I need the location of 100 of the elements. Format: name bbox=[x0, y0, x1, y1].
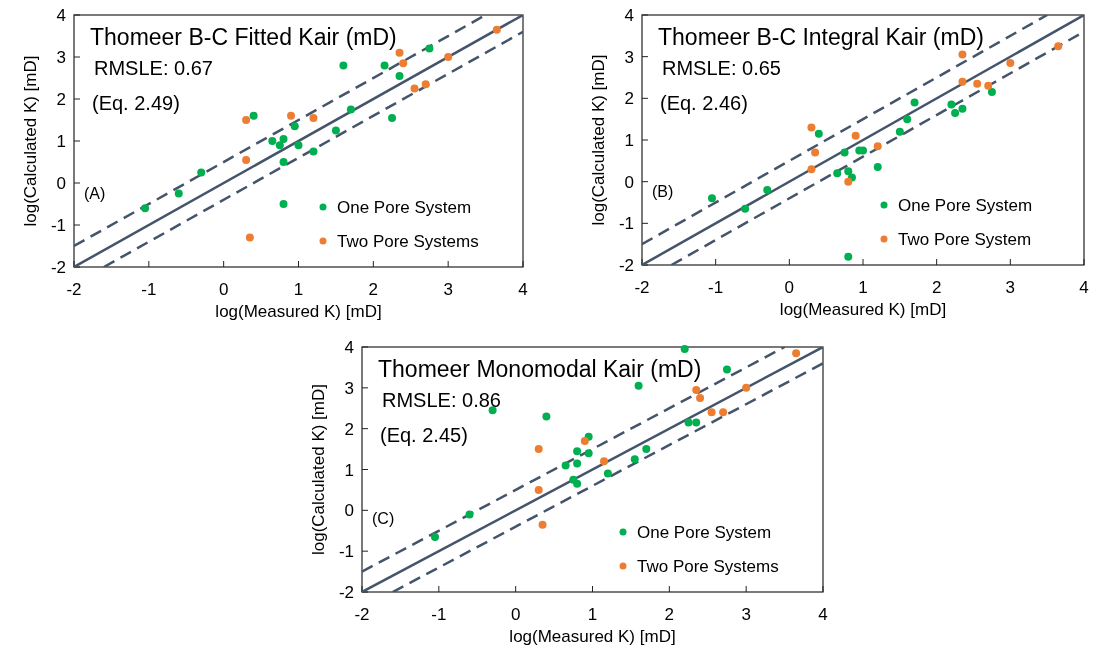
point bbox=[696, 394, 705, 403]
point bbox=[951, 108, 960, 117]
point bbox=[242, 116, 251, 124]
annotation: RMSLE: 0.86 bbox=[382, 389, 501, 411]
point bbox=[873, 163, 882, 172]
point bbox=[573, 447, 582, 456]
y-axis-title: log(Calculated K) [mD] bbox=[589, 54, 608, 226]
point bbox=[742, 383, 751, 392]
y-tick-label: 2 bbox=[56, 90, 66, 109]
point bbox=[684, 418, 693, 427]
point bbox=[380, 61, 389, 70]
point bbox=[492, 25, 501, 34]
point bbox=[692, 418, 701, 427]
point bbox=[174, 189, 183, 198]
y-tick-label: 2 bbox=[344, 419, 354, 439]
x-tick-label: 2 bbox=[664, 605, 675, 624]
point bbox=[141, 204, 150, 213]
legend-label: One Pore System bbox=[898, 196, 1033, 215]
x-tick-label: 4 bbox=[818, 605, 828, 624]
y-tick-label: 1 bbox=[344, 460, 354, 480]
annotation: (Eq. 2.45) bbox=[380, 424, 468, 446]
annotation: (Eq. 2.49) bbox=[92, 92, 180, 114]
x-tick-label: -1 bbox=[708, 278, 724, 297]
x-tick-label: 1 bbox=[858, 278, 868, 297]
point bbox=[844, 167, 853, 176]
y-tick-label: 3 bbox=[624, 47, 634, 67]
point bbox=[792, 349, 801, 358]
y-tick-label: 4 bbox=[344, 338, 354, 357]
y-tick-label: 4 bbox=[56, 6, 66, 25]
point bbox=[287, 111, 296, 120]
x-tick-label: 4 bbox=[1079, 278, 1089, 297]
y-tick-label: -1 bbox=[338, 542, 354, 562]
point bbox=[279, 134, 288, 143]
legend-label: One Pore System bbox=[337, 198, 472, 217]
point bbox=[844, 252, 853, 261]
legend-label: One Pore System bbox=[637, 523, 772, 542]
point bbox=[947, 100, 956, 109]
chart-title: Thomeer B-C Fitted Kair (mD) bbox=[90, 24, 397, 50]
point bbox=[339, 61, 348, 70]
point bbox=[279, 200, 288, 208]
y-axis-title: log(Calculated K) [mD] bbox=[21, 55, 40, 227]
x-tick-label: 0 bbox=[218, 280, 229, 299]
point bbox=[573, 459, 582, 468]
x-tick-label: 2 bbox=[368, 280, 379, 299]
annotation: (Eq. 2.46) bbox=[660, 92, 748, 114]
point bbox=[987, 88, 996, 97]
point bbox=[294, 141, 303, 150]
y-tick-label: 1 bbox=[624, 131, 634, 150]
point bbox=[851, 131, 860, 140]
point bbox=[741, 204, 750, 213]
point bbox=[958, 50, 967, 59]
point bbox=[573, 479, 582, 488]
point bbox=[279, 158, 288, 166]
point bbox=[1054, 42, 1063, 51]
point bbox=[425, 44, 434, 53]
point bbox=[634, 381, 643, 390]
point bbox=[814, 129, 823, 138]
point bbox=[1006, 58, 1015, 67]
x-tick-label: -1 bbox=[431, 605, 447, 624]
x-tick-label: 1 bbox=[293, 280, 304, 299]
point bbox=[542, 412, 551, 421]
point bbox=[763, 186, 772, 194]
point bbox=[444, 53, 453, 61]
y-tick-label: 0 bbox=[56, 174, 66, 193]
y-tick-label: 0 bbox=[344, 501, 354, 521]
x-tick-label: 4 bbox=[518, 280, 528, 299]
y-tick-label: -2 bbox=[338, 583, 354, 602]
point bbox=[245, 233, 254, 242]
x-tick-label: -1 bbox=[141, 280, 157, 299]
point bbox=[642, 445, 651, 454]
point bbox=[242, 155, 251, 164]
y-tick-label: 3 bbox=[344, 378, 354, 398]
point bbox=[973, 79, 982, 88]
annotation: (A) bbox=[84, 185, 106, 202]
annotation: (C) bbox=[372, 510, 395, 527]
y-tick-label: 1 bbox=[56, 132, 66, 151]
annotation: RMSLE: 0.65 bbox=[662, 57, 781, 79]
y-axis-title: log(Calculated K) [mD] bbox=[309, 383, 328, 556]
legend-label: Two Pore System bbox=[898, 230, 1032, 249]
point bbox=[561, 461, 570, 470]
legend-label: Two Pore Systems bbox=[637, 557, 779, 576]
point bbox=[290, 122, 299, 131]
point bbox=[538, 520, 547, 529]
point bbox=[534, 445, 543, 454]
point bbox=[275, 141, 284, 150]
point bbox=[197, 168, 206, 177]
point bbox=[707, 194, 716, 203]
x-tick-label: 0 bbox=[784, 278, 795, 297]
y-tick-label: -2 bbox=[618, 256, 634, 275]
point bbox=[331, 126, 340, 135]
x-tick-label: 1 bbox=[587, 605, 598, 624]
point bbox=[268, 137, 277, 145]
y-tick-label: 2 bbox=[624, 89, 634, 109]
chart-title: Thomeer B-C Integral Kair (mD) bbox=[658, 24, 984, 50]
y-tick-label: 3 bbox=[56, 48, 66, 67]
point bbox=[580, 436, 589, 445]
point bbox=[249, 111, 258, 120]
point bbox=[895, 127, 904, 136]
y-tick-label: -1 bbox=[618, 214, 634, 234]
point bbox=[388, 113, 397, 122]
